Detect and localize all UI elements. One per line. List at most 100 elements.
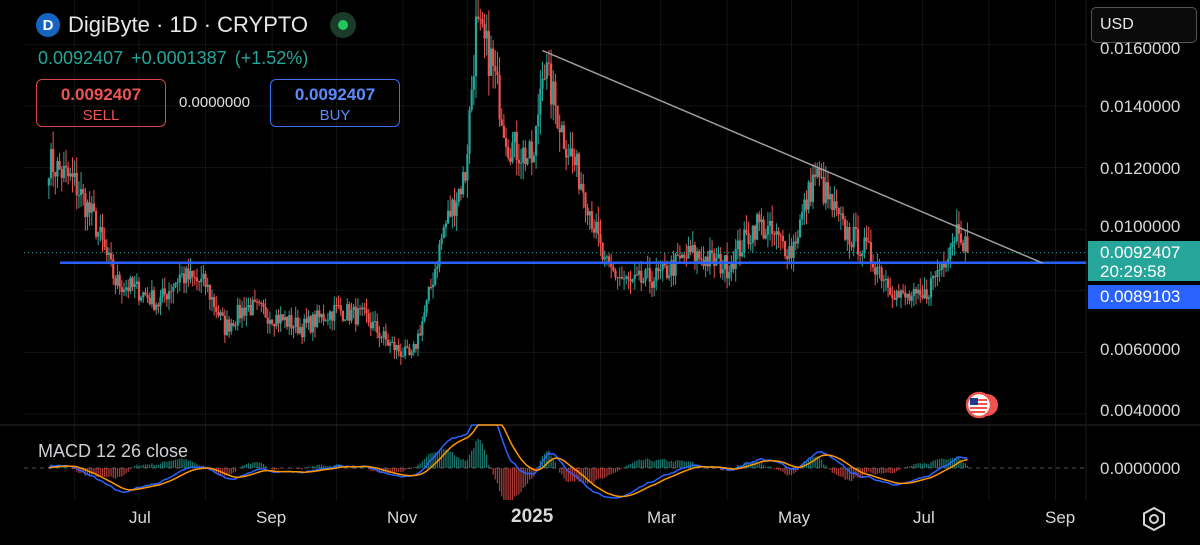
candle-body xyxy=(661,263,664,270)
us-flag-event-icon[interactable] xyxy=(963,391,1001,419)
candle-body xyxy=(886,278,890,288)
candle-body xyxy=(127,287,130,292)
hline-price-tag: 0.0089103 xyxy=(1088,285,1200,309)
candle-body xyxy=(897,291,900,298)
candle-body xyxy=(957,224,961,234)
buy-button[interactable]: 0.0092407 BUY xyxy=(270,79,400,127)
candle-body xyxy=(964,236,967,252)
candle-body xyxy=(440,238,443,245)
candle-body xyxy=(846,227,849,240)
candle-body xyxy=(932,276,935,279)
candle-body xyxy=(504,137,508,147)
candle-body xyxy=(882,279,885,281)
candle-body xyxy=(775,231,778,235)
candle-body xyxy=(343,319,347,321)
macd-y-tick: 0.0000000 xyxy=(1100,459,1181,478)
candle-body xyxy=(655,267,658,282)
candle-body xyxy=(803,199,806,213)
candle-body xyxy=(833,201,836,211)
candle-body xyxy=(629,279,632,282)
candle-body xyxy=(513,131,516,143)
candle-body xyxy=(906,293,909,298)
settings-gear-icon[interactable] xyxy=(1141,506,1167,532)
candle-body xyxy=(876,266,879,275)
candle-body xyxy=(601,242,604,260)
candle-body xyxy=(668,275,671,278)
candle-body xyxy=(466,154,469,181)
candle-body xyxy=(670,260,673,276)
candle-body xyxy=(318,310,321,318)
candle-body xyxy=(764,234,767,239)
candle-body xyxy=(423,312,426,322)
x-tick: Mar xyxy=(647,508,677,527)
candle-body xyxy=(401,356,405,358)
candle-body xyxy=(346,304,349,320)
candle-body xyxy=(251,299,254,316)
candle-body xyxy=(841,213,845,220)
candle-body xyxy=(951,242,954,247)
candle-body xyxy=(159,296,162,307)
candle-body xyxy=(137,281,141,301)
price-change-pct: (+1.52%) xyxy=(234,48,309,68)
candle-body xyxy=(794,241,797,244)
candle-body xyxy=(844,219,847,240)
candle-body xyxy=(485,30,488,39)
candle-body xyxy=(389,342,392,346)
candle-body xyxy=(807,182,810,210)
currency-select[interactable]: USD xyxy=(1091,7,1197,43)
candle-body xyxy=(938,269,941,271)
candle-body xyxy=(908,293,911,301)
candle-body xyxy=(352,306,355,311)
candle-body xyxy=(545,62,548,79)
sell-button[interactable]: 0.0092407 SELL xyxy=(36,79,166,127)
candle-body xyxy=(470,89,473,110)
price-change: +0.0001387 xyxy=(131,48,227,68)
market-status-icon[interactable] xyxy=(330,12,357,38)
candle-body xyxy=(734,248,737,269)
y-tick: 0.0120000 xyxy=(1100,159,1181,178)
candle-body xyxy=(796,237,800,244)
candle-body xyxy=(532,155,536,163)
candle-body xyxy=(859,254,862,257)
candle-body xyxy=(798,219,802,238)
candle-body xyxy=(917,289,920,294)
candle-body xyxy=(869,242,873,263)
candle-body xyxy=(120,287,123,292)
candle-body xyxy=(144,292,147,295)
bar-countdown: 20:29:58 xyxy=(1100,262,1167,281)
candle-body xyxy=(73,172,76,177)
symbol-header[interactable]: D DigiByte · 1D · CRYPTO xyxy=(36,12,357,38)
candle-body xyxy=(556,105,559,129)
candle-body xyxy=(809,182,812,202)
candle-body xyxy=(502,125,505,138)
candle-body xyxy=(607,256,611,262)
macd-legend[interactable]: MACD 12 26 close xyxy=(38,441,189,461)
candle-body xyxy=(92,203,96,212)
candle-body xyxy=(427,286,430,301)
candle-body xyxy=(721,269,724,274)
candle-body xyxy=(105,247,108,255)
candle-body xyxy=(588,211,591,216)
y-tick: 0.0040000 xyxy=(1100,401,1181,420)
candle-body xyxy=(781,235,785,242)
candle-body xyxy=(200,278,203,283)
candle-body xyxy=(249,305,252,316)
candle-body xyxy=(421,321,424,336)
candle-body xyxy=(929,278,933,298)
candle-body xyxy=(627,276,630,280)
candle-body xyxy=(811,174,815,202)
candle-body xyxy=(228,319,231,332)
candle-body xyxy=(431,284,435,288)
candle-body xyxy=(944,264,948,268)
last-price-tag-value: 0.0092407 xyxy=(1100,243,1181,262)
candle-body xyxy=(294,317,297,327)
candle-body xyxy=(419,333,422,336)
candle-body xyxy=(575,153,578,166)
candle-body xyxy=(217,312,220,316)
candle-body xyxy=(455,202,458,216)
candle-body xyxy=(790,246,793,258)
candle-body xyxy=(442,227,445,239)
candle-body xyxy=(672,260,675,276)
y-tick: 0.0160000 xyxy=(1100,39,1181,58)
